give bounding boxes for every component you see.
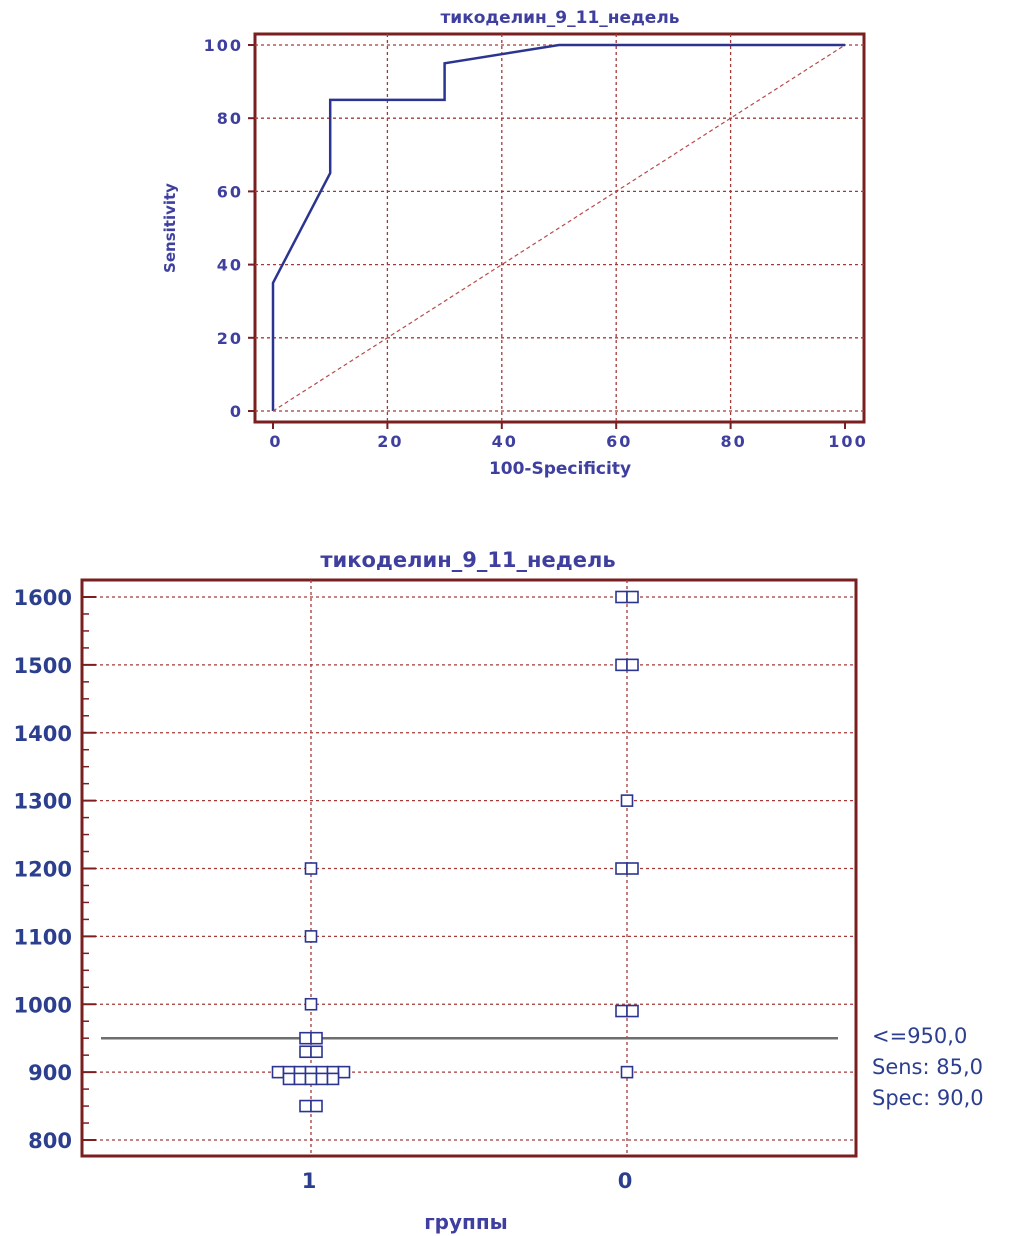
data-point-marker (299, 1045, 312, 1059)
data-point-marker (304, 1072, 318, 1086)
data-point-marker (615, 862, 628, 875)
data-point-marker (310, 1045, 323, 1059)
roc-x-tick-label: 40 (492, 432, 518, 451)
dot-y-tick-label: 1400 (14, 722, 72, 746)
roc-y-tick-label: 100 (204, 36, 243, 55)
dot-y-tick-label: 900 (28, 1061, 72, 1085)
roc-title: тикоделин_9_11_недель (440, 8, 679, 28)
dot-y-tick-label: 800 (28, 1129, 72, 1153)
roc-y-tick-label: 80 (217, 109, 243, 128)
roc-y-tick-label: 60 (217, 182, 243, 201)
roc-x-tick-label: 20 (377, 432, 403, 451)
dot-y-tick-label: 1300 (14, 790, 72, 814)
dot-y-tick-label: 1000 (14, 993, 72, 1017)
roc-x-tick-label: 100 (828, 432, 867, 451)
roc-x-axis-label: 100-Specificity (489, 459, 631, 479)
roc-y-tick-label: 0 (230, 402, 243, 421)
data-point-marker (299, 1099, 312, 1113)
roc-y-axis-label: Sensitivity (161, 183, 179, 273)
data-point-marker (626, 862, 639, 875)
roc-curve (271, 43, 845, 411)
data-point-marker (337, 1065, 351, 1079)
dot-y-tick-label: 1100 (14, 925, 72, 949)
roc-plot-frame (253, 32, 866, 424)
cutoff-annotation: Sens: 85,0 (872, 1055, 983, 1079)
roc-y-tick-label: 20 (217, 329, 243, 348)
data-point-marker (304, 997, 318, 1011)
data-point-marker (620, 1065, 634, 1079)
data-point-marker (310, 1031, 323, 1045)
data-point-marker (626, 590, 639, 604)
data-point-marker (626, 658, 639, 672)
cutoff-annotation: Spec: 90,0 (872, 1086, 984, 1110)
roc-x-tick-label: 60 (606, 432, 632, 451)
data-point-marker (304, 862, 318, 875)
data-point-marker (310, 1099, 323, 1113)
dot-x-category-label: 1 (302, 1169, 317, 1193)
cutoff-annotation: <=950,0 (872, 1024, 967, 1048)
dot-plot-title: тикоделин_9_11_недель (320, 548, 615, 572)
dot-y-tick-label: 1600 (14, 586, 72, 610)
data-point-marker (326, 1072, 340, 1086)
data-point-marker (271, 1065, 285, 1079)
data-point-marker (282, 1072, 296, 1086)
roc-y-tick-label: 40 (217, 256, 243, 275)
dot-y-tick-label: 1200 (14, 858, 72, 882)
data-point-marker (304, 930, 318, 943)
dot-x-axis-label: группы (424, 1210, 508, 1234)
roc-x-tick-label: 0 (269, 432, 282, 451)
data-point-marker (299, 1031, 312, 1045)
data-point-marker (626, 1004, 639, 1018)
data-point-marker (620, 794, 634, 807)
roc-diagonal-reference (272, 44, 846, 412)
data-point-marker (293, 1072, 307, 1086)
data-point-marker (615, 658, 628, 672)
data-point-marker (315, 1072, 329, 1086)
dot-y-tick-label: 1500 (14, 654, 72, 678)
data-point-marker (615, 1004, 628, 1018)
data-point-marker (615, 590, 628, 604)
roc-x-tick-label: 80 (720, 432, 746, 451)
dot-x-category-label: 0 (618, 1169, 633, 1193)
